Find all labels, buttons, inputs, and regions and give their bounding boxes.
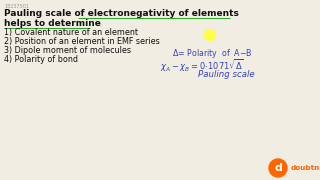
Text: $\chi_A - \chi_B = 0{\cdot}1071\sqrt{\Delta}$: $\chi_A - \chi_B = 0{\cdot}1071\sqrt{\De… bbox=[160, 58, 244, 75]
Text: 1) Covalent nature of an element: 1) Covalent nature of an element bbox=[4, 28, 138, 37]
Text: doubtnut: doubtnut bbox=[291, 165, 320, 171]
Text: Pauling scale: Pauling scale bbox=[198, 70, 255, 79]
Text: 18237501: 18237501 bbox=[4, 4, 29, 9]
Text: 4) Polarity of bond: 4) Polarity of bond bbox=[4, 55, 78, 64]
Text: $\Delta$= Polarity  of  A$-$B: $\Delta$= Polarity of A$-$B bbox=[172, 47, 252, 60]
Circle shape bbox=[269, 159, 287, 177]
Text: Pauling scale of electronegativity of elements: Pauling scale of electronegativity of el… bbox=[4, 9, 239, 18]
Text: d: d bbox=[274, 163, 282, 173]
Circle shape bbox=[204, 30, 215, 40]
Text: 3) Dipole moment of molecules: 3) Dipole moment of molecules bbox=[4, 46, 131, 55]
Text: 2) Position of an element in EMF series: 2) Position of an element in EMF series bbox=[4, 37, 160, 46]
Text: helps to determine: helps to determine bbox=[4, 19, 101, 28]
